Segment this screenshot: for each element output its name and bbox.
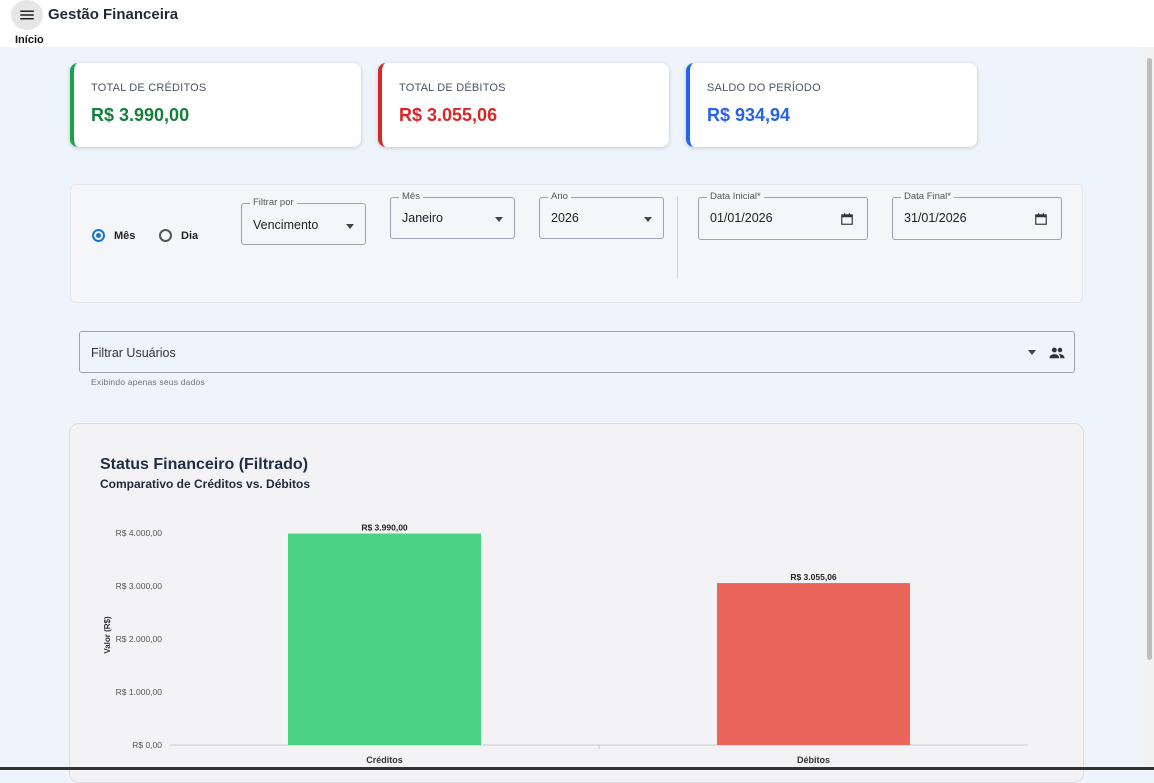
radio-month-dot[interactable]: [92, 229, 105, 242]
filter-by-select[interactable]: Filtrar por Vencimento: [241, 197, 366, 245]
radio-month-label: Mês: [114, 229, 136, 242]
window-bottom-edge: [0, 767, 1154, 770]
users-filter-select[interactable]: Filtrar Usuários: [79, 331, 1075, 373]
radio-day[interactable]: Dia: [159, 229, 198, 242]
y-tick-label: R$ 2.000,00: [116, 634, 163, 644]
users-filter-placeholder: Filtrar Usuários: [91, 346, 176, 360]
balance-summary-card: SALDO DO PERÍODO R$ 934,94: [686, 63, 977, 147]
start-date-label: Data Inicial*: [707, 191, 764, 202]
users-filter-helper: Exibindo apenas seus dados: [91, 377, 205, 387]
y-tick-label: R$ 0,00: [132, 740, 162, 750]
credits-value: R$ 3.990,00: [91, 105, 190, 125]
y-tick-label: R$ 1.000,00: [116, 687, 163, 697]
end-date-value: 31/01/2026: [904, 211, 967, 225]
end-date-field[interactable]: Data Final* 31/01/2026: [892, 191, 1062, 240]
y-axis-label: Valor (R$): [103, 616, 112, 654]
y-tick-label: R$ 4.000,00: [116, 528, 163, 538]
credits-label: TOTAL DE CRÉDITOS: [91, 82, 207, 94]
filter-by-value: Vencimento: [253, 218, 319, 232]
end-date-label: Data Final*: [901, 191, 954, 202]
month-value: Janeiro: [402, 211, 443, 225]
menu-button[interactable]: [11, 0, 43, 30]
chart-title: Status Financeiro (Filtrado): [100, 456, 309, 473]
chevron-down-icon[interactable]: [1028, 350, 1036, 355]
start-date-value: 01/01/2026: [710, 211, 773, 225]
filter-panel: [70, 184, 1083, 303]
filter-by-label: Filtrar por: [250, 197, 297, 208]
balance-value: R$ 934,94: [707, 105, 791, 125]
bar: [716, 583, 911, 745]
radio-day-label: Dia: [181, 229, 199, 242]
data-label: R$ 3.990,00: [361, 523, 408, 533]
month-select[interactable]: Mês Janeiro: [390, 191, 515, 239]
balance-label: SALDO DO PERÍODO: [707, 82, 821, 94]
credits-summary-card: TOTAL DE CRÉDITOS R$ 3.990,00: [70, 63, 361, 147]
app-title: Gestão Financeira: [48, 6, 179, 23]
debits-value: R$ 3.055,06: [399, 105, 498, 125]
filter-divider: [677, 196, 678, 278]
calendar-icon[interactable]: [1034, 212, 1048, 226]
breadcrumb-home[interactable]: Início: [15, 34, 44, 46]
start-date-field[interactable]: Data Inicial* 01/01/2026: [698, 191, 868, 240]
y-tick-label: R$ 3.000,00: [116, 581, 163, 591]
debits-label: TOTAL DE DÉBITOS: [399, 82, 506, 94]
debits-summary-card: TOTAL DE DÉBITOS R$ 3.055,06: [378, 63, 669, 147]
chevron-down-icon: [644, 217, 652, 222]
scrollbar-thumb[interactable]: [1147, 58, 1152, 660]
year-label: Ano: [548, 191, 571, 202]
menu-icon: [20, 10, 34, 20]
chart-subtitle: Comparativo de Créditos vs. Débitos: [100, 477, 311, 491]
radio-month[interactable]: Mês: [92, 229, 135, 242]
data-label: R$ 3.055,06: [790, 572, 837, 582]
chevron-down-icon: [495, 217, 503, 222]
people-icon[interactable]: [1048, 344, 1066, 362]
chart-card: [69, 423, 1084, 783]
x-tick-label: Débitos: [797, 755, 830, 765]
calendar-icon[interactable]: [840, 212, 854, 226]
bar: [287, 533, 482, 745]
radio-day-dot[interactable]: [159, 229, 172, 242]
month-label: Mês: [399, 191, 423, 202]
chevron-down-icon: [346, 224, 354, 229]
app-bar: Gestão Financeira Início: [0, 0, 1154, 47]
x-tick-label: Créditos: [366, 755, 403, 765]
year-value: 2026: [551, 211, 579, 225]
year-select[interactable]: Ano 2026: [539, 191, 664, 239]
